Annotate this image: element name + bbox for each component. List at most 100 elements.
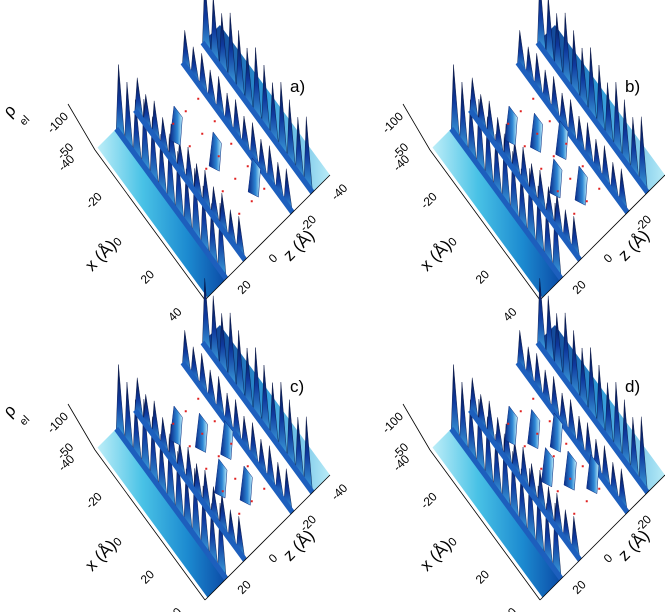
ridge-base	[114, 426, 229, 581]
ridge-3	[180, 330, 295, 515]
grid-point	[519, 110, 522, 113]
cavity-walls	[169, 405, 253, 506]
grid-point	[250, 500, 253, 503]
ridge-base	[133, 408, 247, 562]
grid-point	[250, 200, 253, 203]
rho-label: ρ	[0, 401, 20, 421]
x-axis-line	[429, 449, 541, 601]
ridge-2	[133, 77, 247, 262]
z-tick-label: 0	[601, 251, 616, 266]
cavity-walls	[504, 405, 600, 495]
z-tick-label: 20	[234, 277, 254, 297]
rho-label-sub: el	[18, 114, 33, 129]
slab-face	[432, 428, 562, 598]
grid-point	[581, 465, 584, 468]
cavity-wall	[541, 446, 555, 488]
z-axis-line	[539, 174, 665, 301]
grid-point	[548, 420, 551, 423]
z-tick-label: 0	[266, 251, 281, 266]
x-tick-label: 40	[165, 305, 185, 325]
x-tick-label: 20	[138, 567, 158, 587]
rho-axis-line	[402, 103, 431, 151]
x-tick-label: 40	[500, 305, 520, 325]
grid-point	[263, 487, 266, 490]
ridge-4	[535, 0, 650, 195]
grid-point	[565, 442, 568, 445]
ridge-2	[133, 377, 247, 562]
grid-point	[507, 422, 510, 425]
grid-point	[581, 165, 584, 168]
grid-point	[573, 512, 576, 515]
grid-point	[540, 167, 543, 170]
cavity-wall	[504, 405, 518, 446]
x-tick-label: 40	[500, 605, 520, 612]
grid-point	[536, 432, 539, 435]
panel-label: a)	[290, 77, 305, 96]
rho-tick: -100	[379, 109, 406, 136]
grid-points	[507, 97, 601, 215]
z-tick-label: 20	[569, 277, 589, 297]
ridge-2	[468, 77, 582, 262]
slab-face	[432, 128, 562, 298]
grid-point	[188, 145, 191, 148]
ridge-base	[180, 360, 295, 515]
grid-point	[221, 490, 224, 493]
grid-point	[188, 445, 191, 448]
grid-point	[519, 410, 522, 413]
ridge-base	[200, 40, 315, 195]
grid-point	[556, 490, 559, 493]
panel-label: b)	[625, 77, 640, 96]
z-tick-label: -40	[663, 481, 665, 503]
ridge-base	[180, 60, 295, 215]
z-axis-line	[204, 174, 331, 301]
grid-point	[234, 477, 237, 480]
cavity-wall	[169, 405, 183, 446]
grid-point	[221, 190, 224, 193]
cavity-wall	[549, 158, 563, 199]
z-tick-label: 20	[569, 577, 589, 597]
grid-point	[205, 167, 208, 170]
ridge-base	[449, 426, 564, 581]
rho-label: ρ	[0, 101, 20, 121]
cavity-wall	[247, 157, 261, 198]
cavity-wall	[586, 453, 600, 495]
x-tick-label: -20	[83, 189, 105, 211]
x-tick-label: -20	[418, 189, 440, 211]
cavity-wall	[549, 412, 563, 453]
x-tick-label: 20	[473, 267, 493, 287]
grid-point	[205, 467, 208, 470]
rho-axis: -100-50	[379, 103, 431, 162]
cavity-wall	[555, 119, 569, 161]
z-tick-label: -40	[663, 181, 665, 203]
z-tick-label: 0	[266, 551, 281, 566]
grid-point	[565, 142, 568, 145]
cavity-wall	[220, 419, 234, 461]
grid-point	[532, 97, 535, 100]
ridge-4	[200, 278, 315, 495]
grid-point	[573, 212, 576, 215]
grid-point	[552, 455, 555, 458]
x-tick-label: 20	[473, 567, 493, 587]
grid-point	[184, 410, 187, 413]
z-tick-label: 0	[601, 551, 616, 566]
x-axis-line	[94, 149, 206, 301]
grid-point	[246, 165, 249, 168]
cavity-walls	[504, 105, 588, 206]
grid-point	[540, 467, 543, 470]
ridge-base	[468, 108, 582, 262]
grid-point	[263, 187, 266, 190]
x-tick-label: -20	[83, 489, 105, 511]
slab-face	[97, 428, 227, 598]
z-axis-label: z (Å)	[279, 526, 318, 565]
slab-face	[97, 128, 227, 298]
ridge-base	[535, 340, 650, 495]
x-tick-label: -20	[418, 489, 440, 511]
grid-point	[556, 190, 559, 193]
rho-tick: -100	[379, 409, 406, 436]
z-tick-label: -40	[328, 181, 350, 203]
rho-axis-line	[402, 403, 431, 451]
ridge-base	[535, 40, 650, 195]
grid-point	[507, 122, 510, 125]
